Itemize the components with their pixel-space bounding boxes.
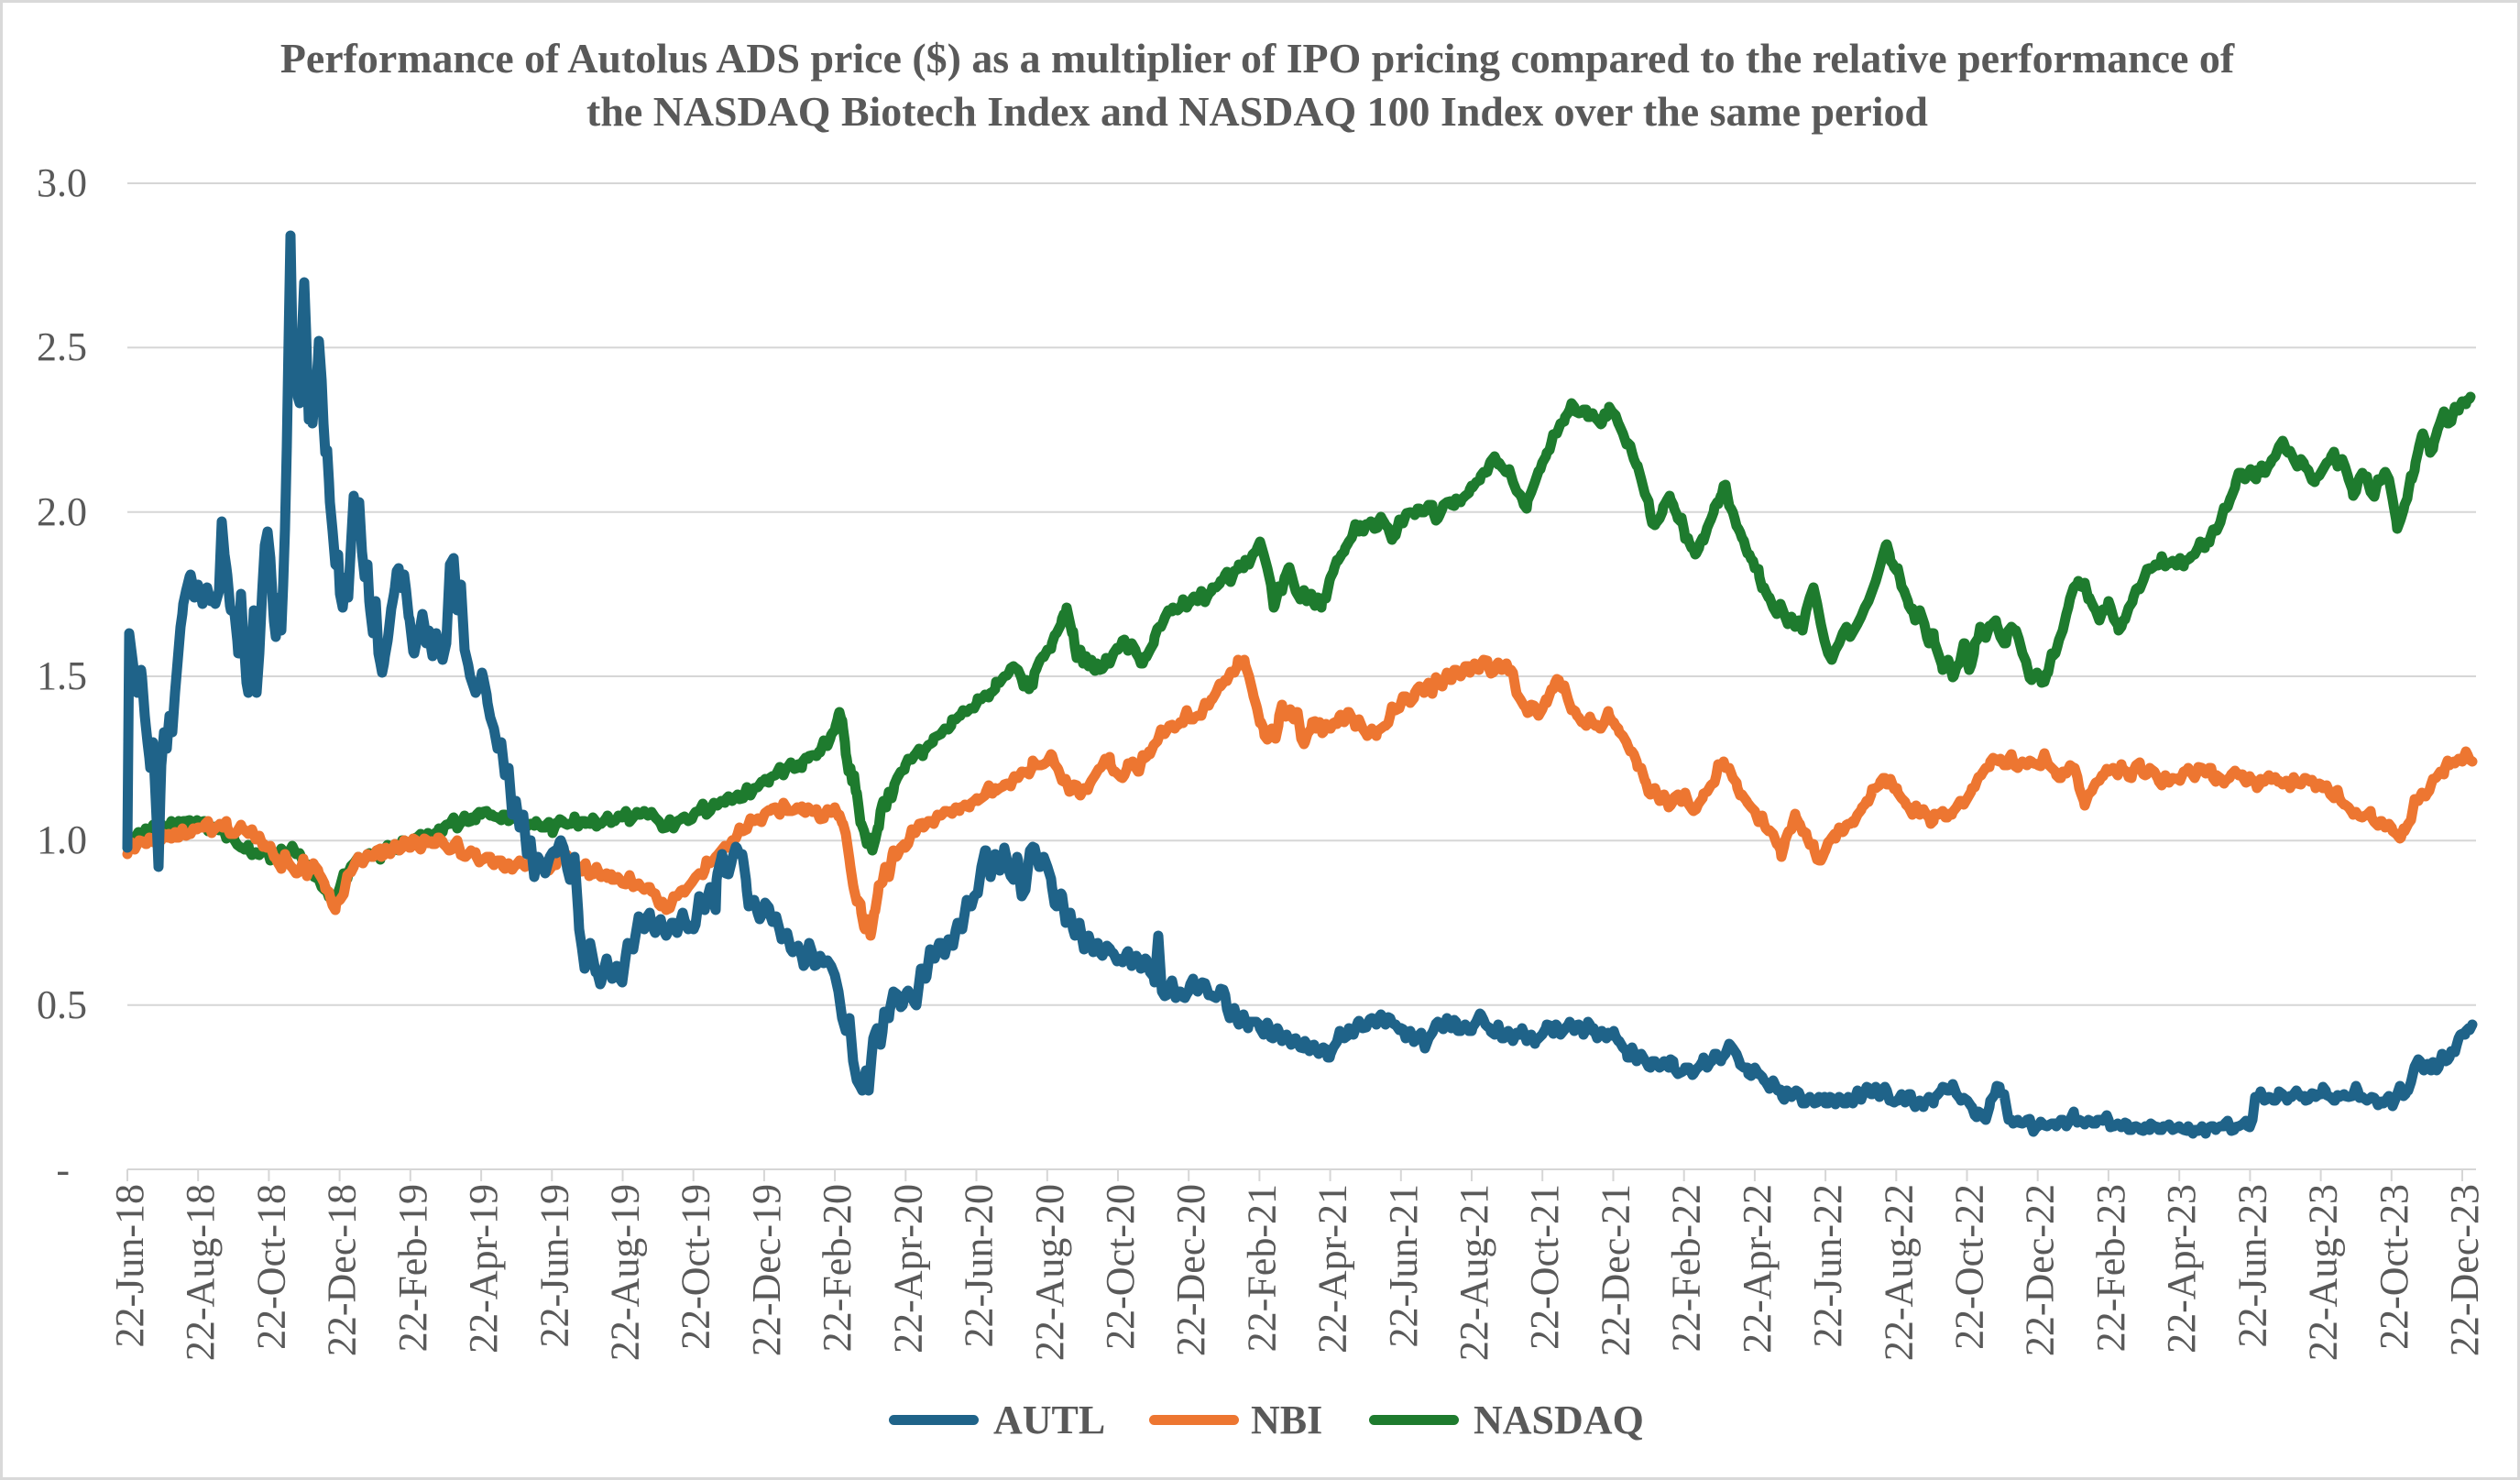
svg-text:22-Oct-21: 22-Oct-21 <box>1522 1184 1567 1350</box>
svg-text:1.5: 1.5 <box>37 653 87 698</box>
svg-text:22-Jun-19: 22-Jun-19 <box>531 1184 576 1347</box>
svg-text:NASDAQ: NASDAQ <box>1474 1398 1644 1442</box>
svg-text:22-Apr-20: 22-Apr-20 <box>885 1184 930 1354</box>
svg-text:0.5: 0.5 <box>37 982 87 1027</box>
svg-text:22-Aug-22: 22-Aug-22 <box>1876 1184 1921 1361</box>
svg-text:22-Oct-20: 22-Oct-20 <box>1098 1184 1143 1350</box>
svg-text:22-Dec-23: 22-Dec-23 <box>2442 1184 2487 1356</box>
svg-text:2.0: 2.0 <box>37 489 87 534</box>
svg-text:22-Oct-18: 22-Oct-18 <box>248 1184 293 1350</box>
svg-text:22-Dec-19: 22-Dec-19 <box>744 1184 789 1356</box>
svg-text:22-Jun-23: 22-Jun-23 <box>2230 1184 2274 1347</box>
svg-text:22-Apr-19: 22-Apr-19 <box>461 1184 506 1354</box>
svg-text:the NASDAQ Biotech Index and N: the NASDAQ Biotech Index and NASDAQ 100 … <box>586 88 1928 135</box>
svg-text:22-Aug-19: 22-Aug-19 <box>603 1184 648 1361</box>
svg-text:22-Aug-18: 22-Aug-18 <box>178 1184 223 1361</box>
svg-text:22-Aug-21: 22-Aug-21 <box>1452 1184 1496 1361</box>
svg-text:22-Feb-22: 22-Feb-22 <box>1664 1184 1709 1352</box>
svg-text:AUTL: AUTL <box>993 1398 1105 1442</box>
svg-text:2.5: 2.5 <box>37 324 87 369</box>
svg-text:Performance of Autolus ADS pri: Performance of Autolus ADS price ($) as … <box>280 35 2235 82</box>
svg-text:22-Feb-23: 22-Feb-23 <box>2088 1184 2133 1352</box>
svg-text:22-Jun-22: 22-Jun-22 <box>1805 1184 1850 1347</box>
svg-text:3.0: 3.0 <box>37 160 87 205</box>
svg-text:22-Oct-23: 22-Oct-23 <box>2372 1184 2416 1350</box>
svg-text:22-Apr-22: 22-Apr-22 <box>1735 1184 1780 1354</box>
svg-text:22-Feb-21: 22-Feb-21 <box>1239 1184 1284 1352</box>
svg-text:NBI: NBI <box>1251 1398 1322 1442</box>
svg-text:22-Jun-18: 22-Jun-18 <box>107 1184 152 1347</box>
svg-text:22-Dec-21: 22-Dec-21 <box>1594 1184 1638 1356</box>
svg-text:22-Oct-19: 22-Oct-19 <box>674 1184 718 1350</box>
svg-text:22-Aug-20: 22-Aug-20 <box>1027 1184 1072 1361</box>
svg-text:22-Apr-23: 22-Apr-23 <box>2159 1184 2204 1354</box>
svg-text:22-Feb-19: 22-Feb-19 <box>390 1184 435 1352</box>
svg-text:22-Jun-21: 22-Jun-21 <box>1381 1184 1426 1347</box>
svg-text:22-Aug-23: 22-Aug-23 <box>2301 1184 2346 1361</box>
svg-text:22-Feb-20: 22-Feb-20 <box>815 1184 860 1352</box>
svg-text:1.0: 1.0 <box>37 817 87 862</box>
svg-text:22-Jun-20: 22-Jun-20 <box>957 1184 1002 1347</box>
svg-text:22-Dec-18: 22-Dec-18 <box>320 1184 365 1356</box>
svg-text:22-Dec-22: 22-Dec-22 <box>2018 1184 2063 1356</box>
svg-text:22-Oct-22: 22-Oct-22 <box>1947 1184 1992 1350</box>
svg-text:-: - <box>56 1147 70 1192</box>
svg-text:22-Dec-20: 22-Dec-20 <box>1168 1184 1213 1356</box>
svg-text:22-Apr-21: 22-Apr-21 <box>1310 1184 1355 1354</box>
